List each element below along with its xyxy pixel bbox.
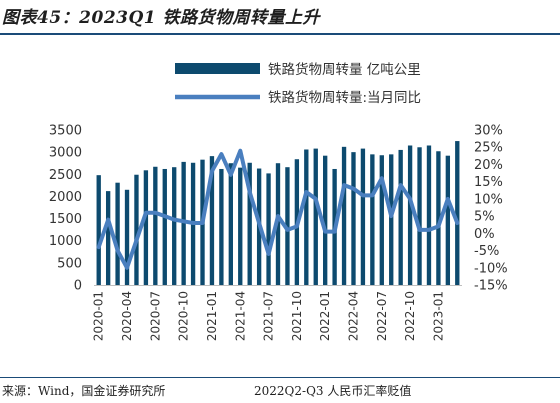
y-right-tick-label: -10% xyxy=(474,261,508,276)
bar xyxy=(351,152,356,285)
legend: 铁路货物周转量 亿吨公里 铁路货物周转量:当月同比 xyxy=(175,61,421,106)
x-tick-label: 2020-04 xyxy=(120,291,134,341)
x-tick-label: 2020-07 xyxy=(148,291,162,341)
bar xyxy=(181,161,186,285)
legend-bar-swatch xyxy=(175,63,260,74)
y-axis-right: -15% -10% -5% 0% 5% 10% 15% 20% 25% 30% xyxy=(474,124,508,294)
x-tick-label: 2023-01 xyxy=(431,291,445,341)
x-tick-label: 2022-01 xyxy=(318,291,332,341)
bar xyxy=(238,167,243,285)
x-tick-label: 2022-04 xyxy=(346,291,360,341)
bar xyxy=(209,156,215,285)
y-right-tick-label: -5% xyxy=(474,244,499,259)
bar xyxy=(124,189,130,285)
x-tick-label: 2021-10 xyxy=(290,291,304,341)
bar xyxy=(285,167,290,285)
bar xyxy=(219,168,224,285)
bar xyxy=(162,168,167,285)
x-tick-label: 2022-07 xyxy=(375,291,389,341)
x-tick-label: 2021-04 xyxy=(233,291,247,341)
bar xyxy=(436,151,441,285)
y-axis-left: 0 500 1000 1500 2000 2500 3000 3500 xyxy=(49,124,82,294)
y-right-tick-label: 25% xyxy=(474,141,503,156)
bar xyxy=(370,154,375,285)
y-left-tick-label: 3000 xyxy=(49,146,82,161)
bar xyxy=(426,145,432,285)
y-left-tick-label: 0 xyxy=(74,279,82,294)
y-left-tick-label: 2500 xyxy=(49,168,82,183)
bar xyxy=(247,162,252,285)
bar xyxy=(115,182,120,285)
x-axis: 2020-01 2020-04 2020-07 2020-10 2021-01 2021-… xyxy=(92,291,446,341)
y-left-tick-label: 3500 xyxy=(49,124,82,139)
bar xyxy=(266,173,271,285)
y-right-tick-label: -15% xyxy=(474,279,508,294)
y-right-tick-label: 20% xyxy=(474,158,503,173)
footer-rule xyxy=(0,377,560,378)
y-left-tick-label: 500 xyxy=(57,256,82,271)
bar xyxy=(323,155,328,285)
y-right-tick-label: 15% xyxy=(474,175,503,190)
legend-label-line: 铁路货物周转量:当月同比 xyxy=(268,89,421,106)
x-tick-label: 2022-10 xyxy=(403,291,417,341)
bar xyxy=(398,149,403,285)
bar xyxy=(96,175,101,285)
y-right-tick-label: 0% xyxy=(474,227,495,242)
x-tick-label: 2021-01 xyxy=(205,291,219,341)
source-note: 来源：Wind，国金证券研究所 xyxy=(2,384,166,398)
title-rule xyxy=(0,33,560,35)
y-left-tick-label: 2000 xyxy=(49,190,82,205)
y-right-tick-label: 10% xyxy=(474,192,503,207)
bar xyxy=(228,163,233,285)
bar xyxy=(153,166,158,285)
yoy-line xyxy=(96,148,460,270)
x-tick-label: 2020-01 xyxy=(92,291,106,341)
x-tick-label: 2021-07 xyxy=(262,291,276,341)
bar xyxy=(143,170,149,285)
bar xyxy=(389,154,394,285)
bar xyxy=(455,141,460,285)
y-right-tick-label: 5% xyxy=(474,210,495,225)
bar xyxy=(360,148,366,285)
y-left-tick-label: 1000 xyxy=(49,234,82,249)
bar xyxy=(445,155,451,285)
bar xyxy=(341,146,347,285)
x-tick-label: 2020-10 xyxy=(177,291,191,341)
legend-label-bar: 铁路货物周转量 亿吨公里 xyxy=(268,61,421,78)
bar xyxy=(304,149,309,285)
bar xyxy=(172,167,177,285)
bar xyxy=(417,147,422,285)
figure-title: 图表45：2023Q1 铁路货物周转量上升 xyxy=(2,8,321,28)
y-left-tick-label: 1500 xyxy=(49,212,82,227)
bar xyxy=(134,174,139,285)
bar xyxy=(379,155,384,285)
line-series xyxy=(96,148,460,270)
bar xyxy=(313,148,318,285)
footer-note: 2022Q2-Q3 人民币汇率贬值 xyxy=(254,384,412,398)
bar xyxy=(407,145,413,285)
bar xyxy=(105,191,111,285)
y-right-tick-label: 30% xyxy=(474,124,503,139)
